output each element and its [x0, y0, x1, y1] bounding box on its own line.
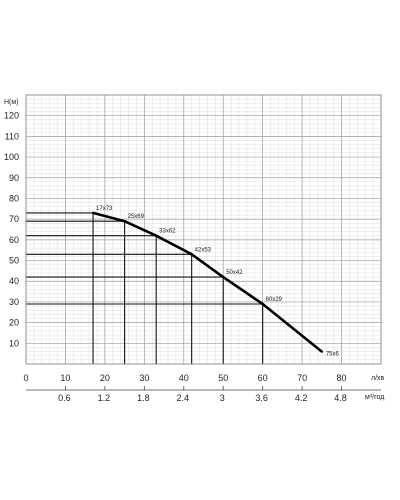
point-label: 33x62 [159, 229, 176, 235]
y-tick-label: 50 [9, 256, 19, 266]
y-tick-label: 20 [9, 318, 19, 328]
x2-tick-label: 4.2 [295, 393, 308, 403]
x-tick-label: 80 [337, 373, 347, 383]
curve-point [123, 220, 126, 223]
x2-axis-label: м³/год [365, 394, 384, 401]
x2-tick-label: 1.8 [137, 393, 150, 403]
plot-frame [25, 94, 382, 365]
x-axis-label: л/хв [371, 375, 385, 382]
x-tick-label: 30 [139, 373, 149, 383]
labels-layer: 17x73 25x69 33x62 42x53 50x42 60x29 75x6 [96, 206, 339, 358]
x-tick-label: 10 [60, 373, 70, 383]
y-tick-label: 70 [9, 214, 19, 224]
x-tick-label: 60 [258, 373, 268, 383]
curve-point [154, 234, 158, 237]
curve-point [91, 211, 95, 215]
x2-tick-label: 0.6 [58, 393, 71, 403]
y-tick-label: 120 [4, 111, 19, 121]
curve-point [261, 302, 264, 306]
point-label: 75x6 [326, 352, 340, 358]
drop-lines [26, 212, 264, 364]
point-label: 25x69 [128, 214, 145, 220]
y-tick-label: 110 [5, 131, 19, 141]
y-axis-label: H(м) [4, 99, 19, 106]
x-tick-label: 20 [100, 373, 110, 383]
x2-tick-label: 4.8 [334, 393, 347, 403]
point-label: 42x53 [195, 247, 212, 253]
y-tick-label: 90 [9, 173, 19, 183]
y-tick-label: 100 [4, 152, 19, 162]
curve-point [190, 253, 193, 256]
x2-tick-label: 1.2 [98, 393, 111, 403]
y-tick-label: 30 [9, 297, 19, 307]
point-label: 50x42 [226, 270, 243, 276]
axes: 10 20 30 40 50 60 70 80 90 100 110 120 0 10 20 30 40 50 60… [4, 94, 382, 403]
major-grid [25, 94, 382, 365]
curve-point [222, 275, 225, 279]
curve-point [320, 350, 324, 353]
x-tick-label: 50 [218, 373, 228, 383]
x-tick-label: 70 [297, 373, 307, 383]
minor-grid [26, 95, 381, 364]
x-tick-label: 0 [23, 373, 28, 383]
point-label: 17x73 [96, 206, 113, 212]
x2-tick-label: 3.6 [255, 393, 268, 403]
x-tick-label: 40 [179, 373, 189, 383]
curve-layer [91, 211, 324, 353]
x2-tick-label: 2.4 [177, 393, 190, 403]
y-tick-label: 40 [9, 276, 19, 286]
point-label: 60x29 [266, 297, 283, 303]
y-tick-label: 80 [9, 193, 19, 203]
y-tick-label: 60 [9, 235, 19, 245]
y-tick-label: 10 [9, 338, 19, 348]
x2-tick-label: 3 [220, 393, 225, 403]
